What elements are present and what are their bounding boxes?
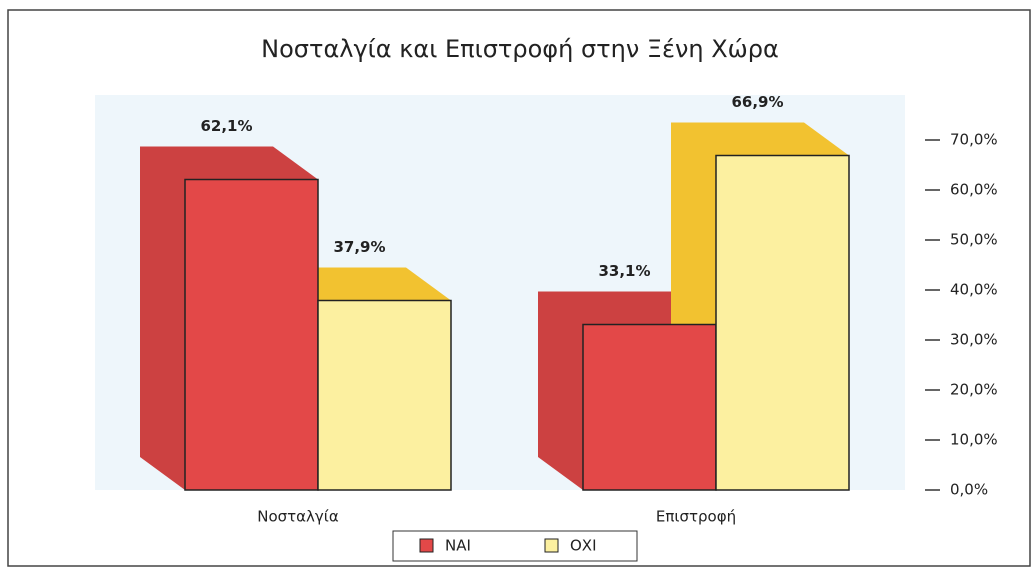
y-tick-label: 20,0%: [950, 381, 998, 399]
y-tick-label: 30,0%: [950, 331, 998, 349]
bar: [582, 323, 717, 491]
legend-label: ΝΑΙ: [445, 537, 471, 555]
legend-swatch: [419, 538, 434, 553]
y-tick-label: 50,0%: [950, 231, 998, 249]
data-label: 66,9%: [731, 93, 783, 111]
y-tick-label: 60,0%: [950, 181, 998, 199]
y-tick-label: 0,0%: [950, 481, 988, 499]
bar: [184, 178, 319, 491]
legend-label: ΟΧΙ: [570, 537, 597, 555]
bar: [317, 299, 452, 491]
chart-title: Νοσταλγία και Επιστροφή στην Ξένη Χώρα: [261, 35, 779, 63]
legend-swatch: [544, 538, 559, 553]
data-label: 37,9%: [333, 238, 385, 256]
x-tick-label: Επιστροφή: [656, 508, 736, 526]
x-tick-label: Νοσταλγία: [257, 508, 339, 526]
data-label: 62,1%: [200, 117, 252, 135]
y-tick-label: 40,0%: [950, 281, 998, 299]
bar: [715, 154, 850, 491]
legend: [392, 530, 638, 562]
y-tick-label: 10,0%: [950, 431, 998, 449]
data-label: 33,1%: [598, 262, 650, 280]
y-tick-label: 70,0%: [950, 131, 998, 149]
